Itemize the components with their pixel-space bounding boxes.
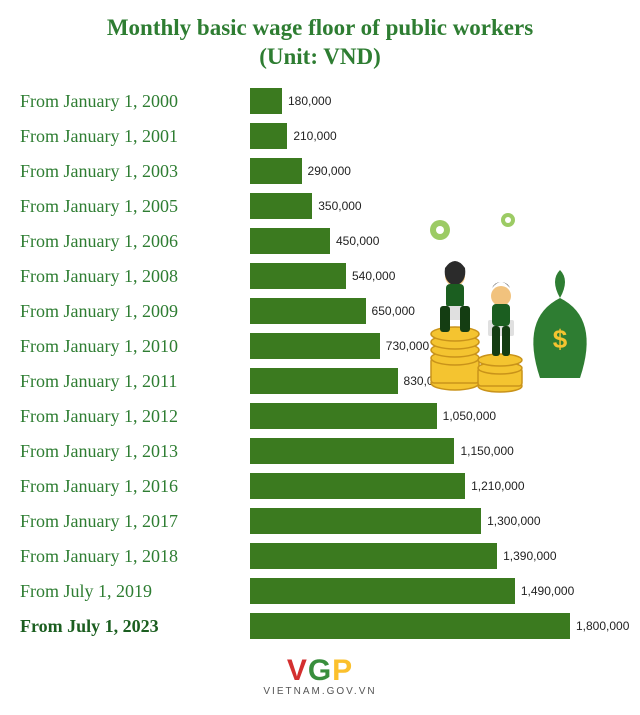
bar: [250, 613, 570, 639]
bar-value: 180,000: [288, 94, 331, 108]
bar: [250, 193, 312, 219]
bar-wrap: 650,000: [250, 298, 620, 324]
site-url: VIETNAM.GOV.VN: [0, 686, 640, 697]
bar-row: From January 1, 2012 1,050,000: [20, 399, 620, 434]
bar-row: From January 1, 2011 830,000: [20, 364, 620, 399]
bar-label: From January 1, 2011: [20, 371, 250, 392]
bar-value: 1,300,000: [487, 514, 540, 528]
bar-label: From January 1, 2013: [20, 441, 250, 462]
bar-value: 350,000: [318, 199, 361, 213]
bar: [250, 578, 515, 604]
logo-g: G: [308, 654, 332, 687]
bar: [250, 228, 330, 254]
bar-value: 540,000: [352, 269, 395, 283]
bar: [250, 543, 497, 569]
bar-wrap: 1,490,000: [250, 578, 620, 604]
bar-row: From January 1, 2010 730,000: [20, 329, 620, 364]
bar-row: From January 1, 2008 540,000: [20, 259, 620, 294]
bar-value: 650,000: [372, 304, 415, 318]
bar-wrap: 730,000: [250, 333, 620, 359]
bar-label: From January 1, 2009: [20, 301, 250, 322]
bar-value: 1,800,000: [576, 619, 629, 633]
bar-row: From July 1, 2019 1,490,000: [20, 574, 620, 609]
bar-value: 830,000: [404, 374, 447, 388]
bar-row: From January 1, 2013 1,150,000: [20, 434, 620, 469]
bar-wrap: 1,390,000: [250, 543, 620, 569]
bar-label: From January 1, 2012: [20, 406, 250, 427]
bar-wrap: 830,000: [250, 368, 620, 394]
bar-wrap: 450,000: [250, 228, 620, 254]
title-line-2: (Unit: VND): [259, 44, 381, 69]
bar-label: From January 1, 2003: [20, 161, 250, 182]
bar-value: 1,150,000: [460, 444, 513, 458]
footer: VGP VIETNAM.GOV.VN: [0, 654, 640, 697]
bar-row: From January 1, 2018 1,390,000: [20, 539, 620, 574]
bar-wrap: 1,300,000: [250, 508, 620, 534]
bar-value: 730,000: [386, 339, 429, 353]
bar-label: From January 1, 2016: [20, 476, 250, 497]
bar-row: From July 1, 20231,800,000: [20, 609, 620, 644]
bar-wrap: 290,000: [250, 158, 620, 184]
bar: [250, 403, 437, 429]
bar-row: From January 1, 2006 450,000: [20, 224, 620, 259]
bar-label: From January 1, 2005: [20, 196, 250, 217]
bar-row: From January 1, 2003 290,000: [20, 154, 620, 189]
bar-value: 1,210,000: [471, 479, 524, 493]
bar-value: 1,490,000: [521, 584, 574, 598]
bar-value: 450,000: [336, 234, 379, 248]
logo-p: P: [332, 654, 353, 687]
bar-row: From January 1, 2016 1,210,000: [20, 469, 620, 504]
bar-value: 210,000: [293, 129, 336, 143]
bar-row: From January 1, 2005 350,000: [20, 189, 620, 224]
bar: [250, 263, 346, 289]
bar-label: From January 1, 2008: [20, 266, 250, 287]
bar: [250, 473, 465, 499]
bar: [250, 158, 302, 184]
bar: [250, 368, 398, 394]
bar-label: From January 1, 2018: [20, 546, 250, 567]
logo-v: V: [287, 654, 308, 687]
bar-label: From July 1, 2023: [20, 616, 250, 637]
bar-wrap: 540,000: [250, 263, 620, 289]
bar-value: 1,390,000: [503, 549, 556, 563]
bar-row: From January 1, 2001 210,000: [20, 119, 620, 154]
bar: [250, 88, 282, 114]
bar-row: From January 1, 2009 650,000: [20, 294, 620, 329]
bar-label: From January 1, 2017: [20, 511, 250, 532]
bar-wrap: 1,050,000: [250, 403, 620, 429]
bar-chart: From January 1, 2000180,000From January …: [0, 76, 640, 644]
bar: [250, 298, 366, 324]
bar: [250, 123, 287, 149]
bar-row: From January 1, 2017 1,300,000: [20, 504, 620, 539]
title-line-1: Monthly basic wage floor of public worke…: [107, 15, 533, 40]
bar-label: From January 1, 2006: [20, 231, 250, 252]
bar-wrap: 180,000: [250, 88, 620, 114]
vgp-logo: VGP: [0, 654, 640, 688]
bar-value: 290,000: [308, 164, 351, 178]
bar-wrap: 1,150,000: [250, 438, 620, 464]
bar-row: From January 1, 2000 180,000: [20, 84, 620, 119]
bar-wrap: 210,000: [250, 123, 620, 149]
bar-label: From July 1, 2019: [20, 581, 250, 602]
bar-label: From January 1, 2000: [20, 91, 250, 112]
bar: [250, 438, 454, 464]
bar-wrap: 1,210,000: [250, 473, 620, 499]
bar-value: 1,050,000: [443, 409, 496, 423]
bar-label: From January 1, 2010: [20, 336, 250, 357]
bar-wrap: 350,000: [250, 193, 620, 219]
bar-label: From January 1, 2001: [20, 126, 250, 147]
chart-title: Monthly basic wage floor of public worke…: [0, 0, 640, 76]
bar: [250, 333, 380, 359]
bar-wrap: 1,800,000: [250, 613, 629, 639]
bar: [250, 508, 481, 534]
